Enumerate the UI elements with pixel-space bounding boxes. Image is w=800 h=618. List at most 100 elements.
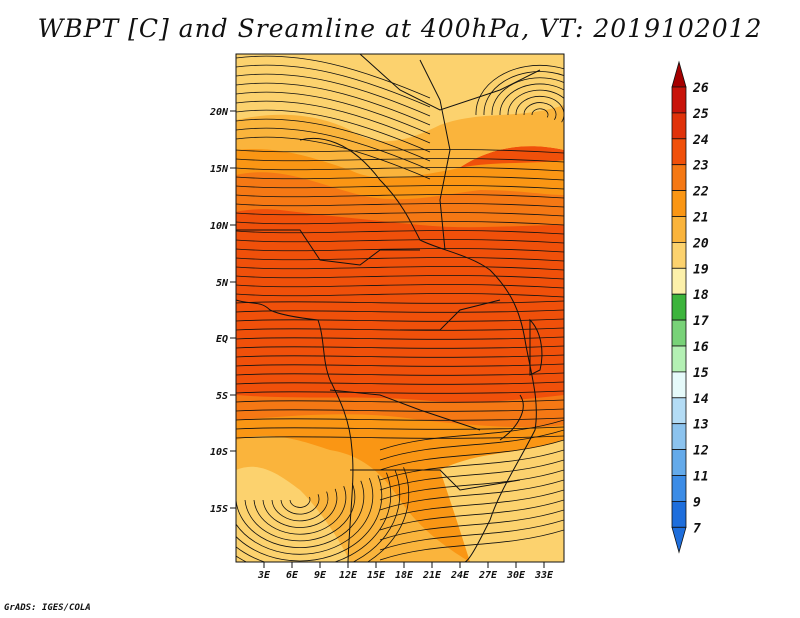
lat-label: 5N: [216, 278, 229, 289]
streamline: [262, 488, 338, 528]
streamline: [379, 479, 564, 511]
streamline: [236, 158, 564, 163]
streamline: [236, 390, 564, 394]
lon-label: 3E: [257, 570, 271, 581]
colorbar-swatch: [671, 164, 687, 191]
streamline: [379, 429, 564, 461]
streamline: [236, 221, 564, 226]
colorbar-label: 21: [692, 211, 709, 226]
colorbar-swatch: [671, 319, 687, 347]
lon-label: 6E: [286, 570, 299, 581]
streamline: [236, 309, 564, 313]
streamline: [366, 467, 410, 562]
streamline: [289, 496, 311, 508]
streamline: [236, 127, 431, 171]
shading-south-19a: [236, 466, 350, 562]
streamline: [236, 336, 564, 340]
lat-axis: 20N 15N 10N 5N EQ 5S 10S 15S: [209, 107, 236, 515]
streamline: [236, 354, 564, 358]
colorbar-swatch: [671, 138, 687, 166]
streamline: [491, 77, 564, 116]
colorbar-label: 11: [693, 470, 709, 485]
streamline: [236, 176, 564, 181]
colorbar-swatch: [671, 112, 687, 140]
streamline: [379, 439, 564, 471]
streamline: [236, 327, 564, 331]
colorbar-top-arrow: [671, 60, 687, 88]
colorbar-swatch: [671, 397, 687, 425]
streamline: [236, 73, 431, 117]
lon-label: 24E: [450, 570, 470, 581]
streamline: [379, 529, 564, 561]
streamline: [523, 102, 557, 121]
map-frame: [235, 53, 565, 563]
streamline: [236, 480, 365, 548]
colorbar-label: 15: [693, 366, 709, 381]
streamline: [236, 64, 431, 108]
colorbar-label: 24: [692, 133, 709, 148]
streamline: [280, 494, 320, 515]
streamline: [236, 469, 401, 562]
colorbar-label: 17: [693, 314, 709, 329]
colorbar-label: 19: [693, 262, 709, 277]
streamline: [236, 266, 564, 271]
shading-south-19b: [440, 440, 564, 562]
lon-label: 30E: [506, 570, 526, 581]
colorbar-label: 13: [693, 418, 709, 433]
lon-label: 21E: [422, 570, 442, 581]
streamline: [531, 108, 549, 118]
streamline: [236, 275, 564, 280]
streamline: [379, 519, 564, 551]
streamline: [236, 167, 564, 172]
colorbar-label: 9: [693, 495, 701, 510]
chart-title: WBPT [C] and Sreamline at 400hPa, VT: 20…: [37, 14, 763, 43]
lon-label: 15E: [367, 570, 386, 581]
streamline: [236, 293, 564, 298]
streamline: [379, 469, 564, 501]
streamline: [236, 257, 564, 262]
colorbar-swatch: [671, 475, 687, 502]
lon-axis: 3E 6E 9E 12E 15E 18E 21E 24E 27E 30E 33E: [257, 562, 554, 581]
streamline: [236, 212, 564, 217]
colorbar-label: 20: [692, 236, 709, 251]
lon-label: 18E: [395, 570, 414, 581]
streamline: [236, 203, 564, 208]
streamline: [236, 345, 564, 349]
streamline: [236, 426, 564, 430]
colorbar-label: 7: [693, 521, 701, 536]
streamline: [236, 100, 431, 144]
grads-credit: GrADS: IGES/COLA: [4, 603, 91, 613]
streamline: [236, 472, 392, 562]
lon-label: 9E: [314, 570, 327, 581]
streamline: [236, 408, 564, 412]
colorbar-swatch: [671, 241, 687, 269]
streamline: [236, 91, 431, 135]
colorbar-swatch: [671, 293, 687, 321]
streamline: [236, 118, 431, 162]
colorbar-label: 16: [693, 340, 709, 355]
streamline: [236, 194, 564, 199]
lat-label: 10N: [210, 221, 229, 232]
streamline: [236, 381, 564, 385]
streamline: [236, 372, 564, 376]
streamline: [379, 449, 564, 481]
colorbar-swatch: [671, 423, 687, 451]
streamline: [253, 486, 347, 535]
streamline: [236, 284, 564, 289]
colorbar-label: 12: [693, 444, 709, 459]
streamline: [236, 300, 564, 304]
streamline: [475, 65, 564, 116]
lon-label: 33E: [534, 570, 554, 581]
colorbar-label: 22: [692, 185, 709, 200]
colorbar-bottom-arrow: [671, 526, 687, 554]
colorbar-swatch: [671, 345, 687, 373]
streamline: [236, 109, 431, 153]
streamline: [499, 83, 564, 116]
colorbar-swatch: [671, 216, 687, 243]
lat-label: 15S: [210, 504, 228, 515]
colorbar-swatch: [671, 86, 687, 114]
streamline: [236, 477, 374, 555]
lat-label: 5S: [216, 391, 228, 402]
lon-label: 27E: [478, 570, 498, 581]
lat-label: 20N: [209, 107, 229, 118]
